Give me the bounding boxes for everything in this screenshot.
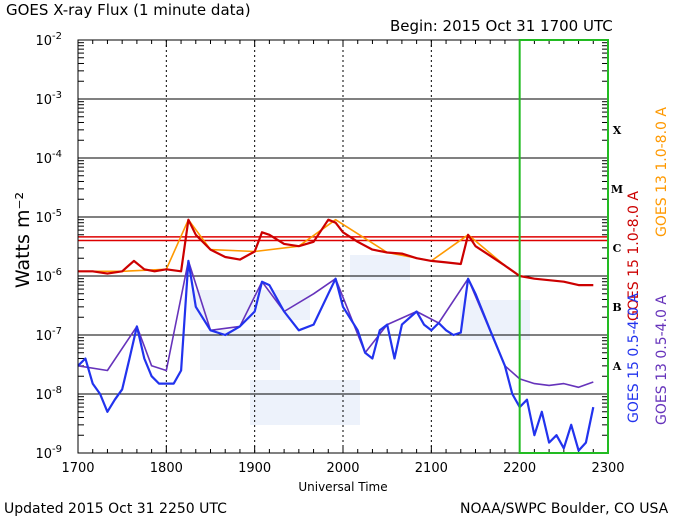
series-lines (77, 218, 595, 452)
x-tick-label: 1900 (238, 461, 271, 476)
chart-title: GOES X-ray Flux (1 minute data) (6, 1, 251, 19)
credit-text: NOAA/SWPC Boulder, CO USA (460, 501, 669, 517)
x-axis-label: Universal Time (298, 480, 387, 494)
y-tick-label: 10-6 (35, 267, 62, 285)
flare-class-label: A (612, 360, 622, 373)
x-tick-labels: 1700 1800 1900 2000 2100 2200 2300 (61, 461, 624, 476)
series-line (77, 259, 595, 452)
legend-goes13-long: GOES 13 1.0-8.0 A (654, 107, 670, 237)
y-tick-label: 10-7 (35, 326, 62, 344)
flare-class-label: X (613, 124, 622, 137)
x-tick-label: 2100 (415, 461, 448, 476)
x-tick-label: 1800 (150, 461, 183, 476)
y-tick-label: 10-9 (35, 444, 62, 462)
flare-class-label: B (612, 301, 621, 314)
y-tick-label: 10-4 (35, 149, 62, 167)
flare-class-label: M (611, 183, 623, 196)
flare-class-label: C (613, 242, 622, 255)
flare-class-labels: X M C B A (611, 124, 623, 373)
y-tick-label: 10-2 (35, 31, 62, 49)
x-tick-label: 2200 (503, 461, 536, 476)
legend-goes15-long: GOES 15 1.0-8.0 A (626, 191, 642, 321)
y-tick-labels: 10-2 10-3 10-4 10-5 10-6 10-7 10-8 10-9 (35, 31, 62, 462)
y-tick-label: 10-3 (35, 90, 62, 108)
begin-time: Begin: 2015 Oct 31 1700 UTC (390, 17, 613, 35)
x-tick-label: 1700 (61, 461, 94, 476)
series-line (78, 218, 594, 287)
highlight-box (518, 39, 610, 454)
y-axis-label: Watts m⁻² (12, 192, 34, 288)
updated-time: Updated 2015 Oct 31 2250 UTC (4, 501, 227, 517)
y-tick-label: 10-8 (35, 385, 62, 403)
x-tick-label: 2300 (591, 461, 624, 476)
x-tick-label: 2000 (326, 461, 359, 476)
y-tick-label: 10-5 (35, 208, 62, 226)
legend-goes15-short: GOES 15 0.5-4.0 A (626, 293, 642, 423)
legend-goes13-short: GOES 13 0.5-4.0 A (654, 295, 670, 425)
series-line (77, 260, 594, 389)
